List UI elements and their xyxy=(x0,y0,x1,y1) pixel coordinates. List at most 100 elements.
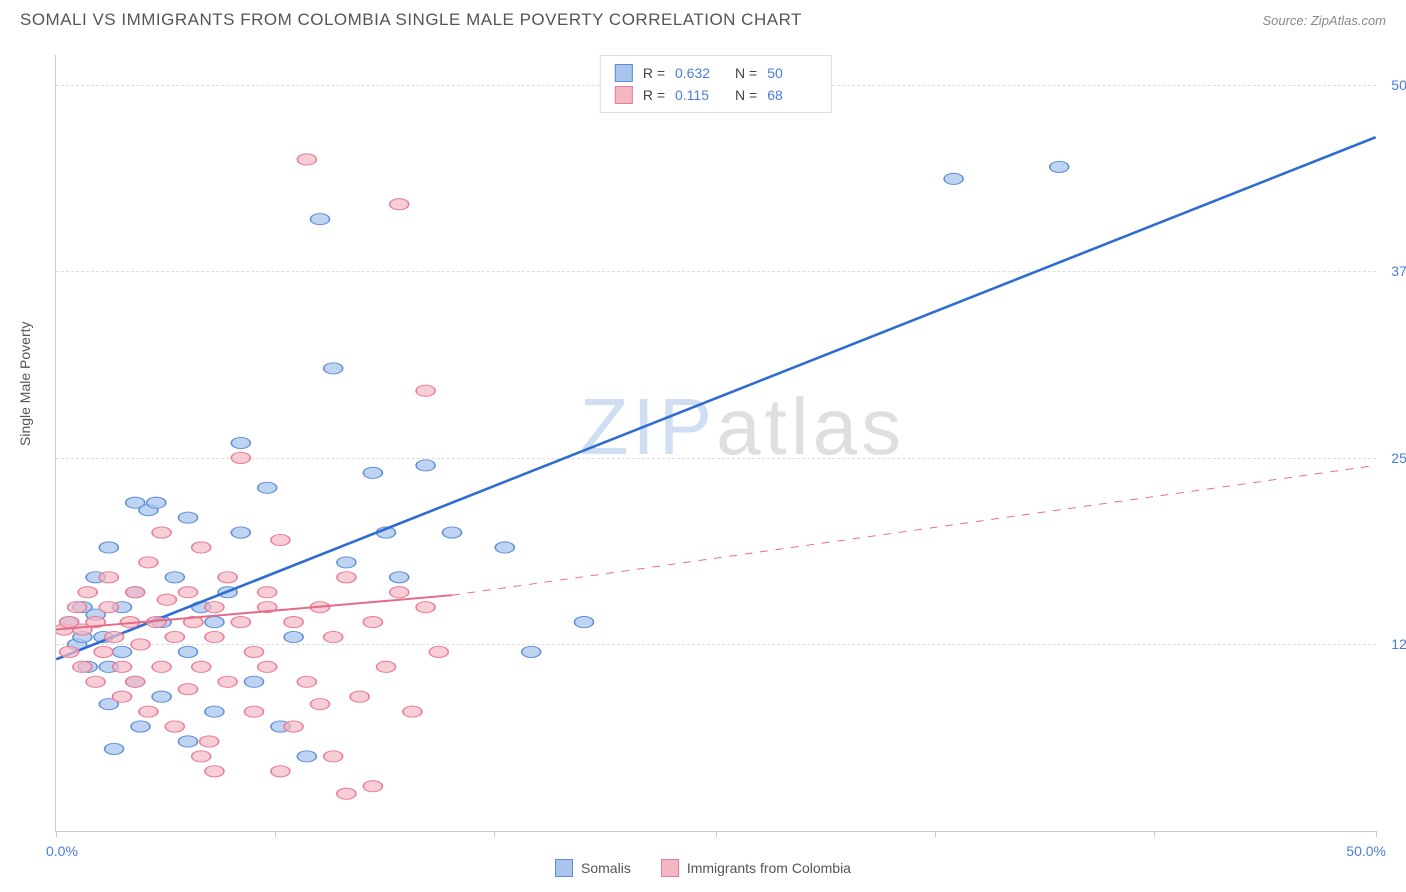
data-point xyxy=(231,527,250,538)
swatch-series0 xyxy=(555,859,573,877)
data-point xyxy=(390,572,409,583)
data-point xyxy=(284,616,303,627)
source-label: Source: ZipAtlas.com xyxy=(1262,13,1386,28)
data-point xyxy=(105,631,124,642)
regression-line-dashed xyxy=(452,465,1376,595)
data-point xyxy=(258,587,277,598)
data-point xyxy=(126,587,145,598)
data-point xyxy=(165,631,184,642)
data-point xyxy=(200,736,219,747)
data-point xyxy=(99,542,118,553)
data-point xyxy=(112,661,131,672)
data-point xyxy=(284,631,303,642)
data-point xyxy=(131,721,150,732)
data-point xyxy=(244,706,263,717)
data-point xyxy=(178,736,197,747)
data-point xyxy=(73,661,92,672)
x-tick xyxy=(935,831,936,837)
data-point xyxy=(157,594,176,605)
data-point xyxy=(271,766,290,777)
data-point xyxy=(60,646,79,657)
data-point xyxy=(258,661,277,672)
data-point xyxy=(416,385,435,396)
data-point xyxy=(231,437,250,448)
x-tick xyxy=(716,831,717,837)
x-tick xyxy=(494,831,495,837)
data-point xyxy=(205,631,224,642)
data-point xyxy=(324,363,343,374)
data-point xyxy=(105,743,124,754)
data-point xyxy=(244,676,263,687)
data-point xyxy=(310,214,329,225)
data-point xyxy=(205,766,224,777)
data-point xyxy=(350,691,369,702)
data-point xyxy=(218,676,237,687)
data-point xyxy=(324,751,343,762)
data-point xyxy=(324,631,343,642)
data-point xyxy=(403,706,422,717)
y-tick-label: 12.5% xyxy=(1391,636,1406,652)
data-point xyxy=(178,684,197,695)
data-point xyxy=(205,706,224,717)
data-point xyxy=(231,616,250,627)
data-point xyxy=(152,527,171,538)
chart-area: ZIPatlas R = 0.632 N = 50 R = 0.115 N = … xyxy=(55,55,1376,832)
data-point xyxy=(297,676,316,687)
data-point xyxy=(218,572,237,583)
data-point xyxy=(99,572,118,583)
x-tick xyxy=(275,831,276,837)
data-point xyxy=(337,788,356,799)
swatch-series0 xyxy=(615,64,633,82)
data-point xyxy=(231,452,250,463)
legend-row-series1: R = 0.115 N = 68 xyxy=(615,84,817,106)
x-tick xyxy=(1376,831,1377,837)
swatch-series1 xyxy=(615,86,633,104)
data-point xyxy=(416,460,435,471)
data-point xyxy=(139,557,158,568)
legend-row-series0: R = 0.632 N = 50 xyxy=(615,62,817,84)
data-point xyxy=(192,661,211,672)
data-point xyxy=(284,721,303,732)
data-point xyxy=(205,616,224,627)
x-tick xyxy=(56,831,57,837)
legend-item-series1: Immigrants from Colombia xyxy=(661,859,851,877)
data-point xyxy=(147,497,166,508)
data-point xyxy=(112,691,131,702)
regression-line xyxy=(56,137,1376,659)
data-point xyxy=(86,676,105,687)
data-point xyxy=(363,781,382,792)
data-point xyxy=(192,542,211,553)
x-axis-max-label: 50.0% xyxy=(1346,843,1386,859)
data-point xyxy=(178,587,197,598)
data-point xyxy=(99,602,118,613)
chart-title: SOMALI VS IMMIGRANTS FROM COLOMBIA SINGL… xyxy=(20,10,802,30)
data-point xyxy=(1050,161,1069,172)
regression-line xyxy=(56,595,452,629)
data-point xyxy=(271,534,290,545)
data-point xyxy=(495,542,514,553)
data-point xyxy=(416,602,435,613)
x-tick xyxy=(1154,831,1155,837)
data-point xyxy=(192,751,211,762)
data-point xyxy=(442,527,461,538)
data-point xyxy=(165,721,184,732)
data-point xyxy=(165,572,184,583)
data-point xyxy=(522,646,541,657)
data-point xyxy=(178,646,197,657)
data-point xyxy=(390,199,409,210)
data-point xyxy=(178,512,197,523)
data-point xyxy=(126,676,145,687)
data-point xyxy=(152,661,171,672)
data-point xyxy=(94,646,113,657)
data-point xyxy=(376,661,395,672)
y-tick-label: 50.0% xyxy=(1391,77,1406,93)
data-point xyxy=(139,706,158,717)
swatch-series1 xyxy=(661,859,679,877)
data-point xyxy=(390,587,409,598)
data-point xyxy=(363,616,382,627)
x-axis-min-label: 0.0% xyxy=(46,843,78,859)
data-point xyxy=(297,154,316,165)
legend-item-series0: Somalis xyxy=(555,859,631,877)
y-tick-label: 25.0% xyxy=(1391,450,1406,466)
data-point xyxy=(337,557,356,568)
